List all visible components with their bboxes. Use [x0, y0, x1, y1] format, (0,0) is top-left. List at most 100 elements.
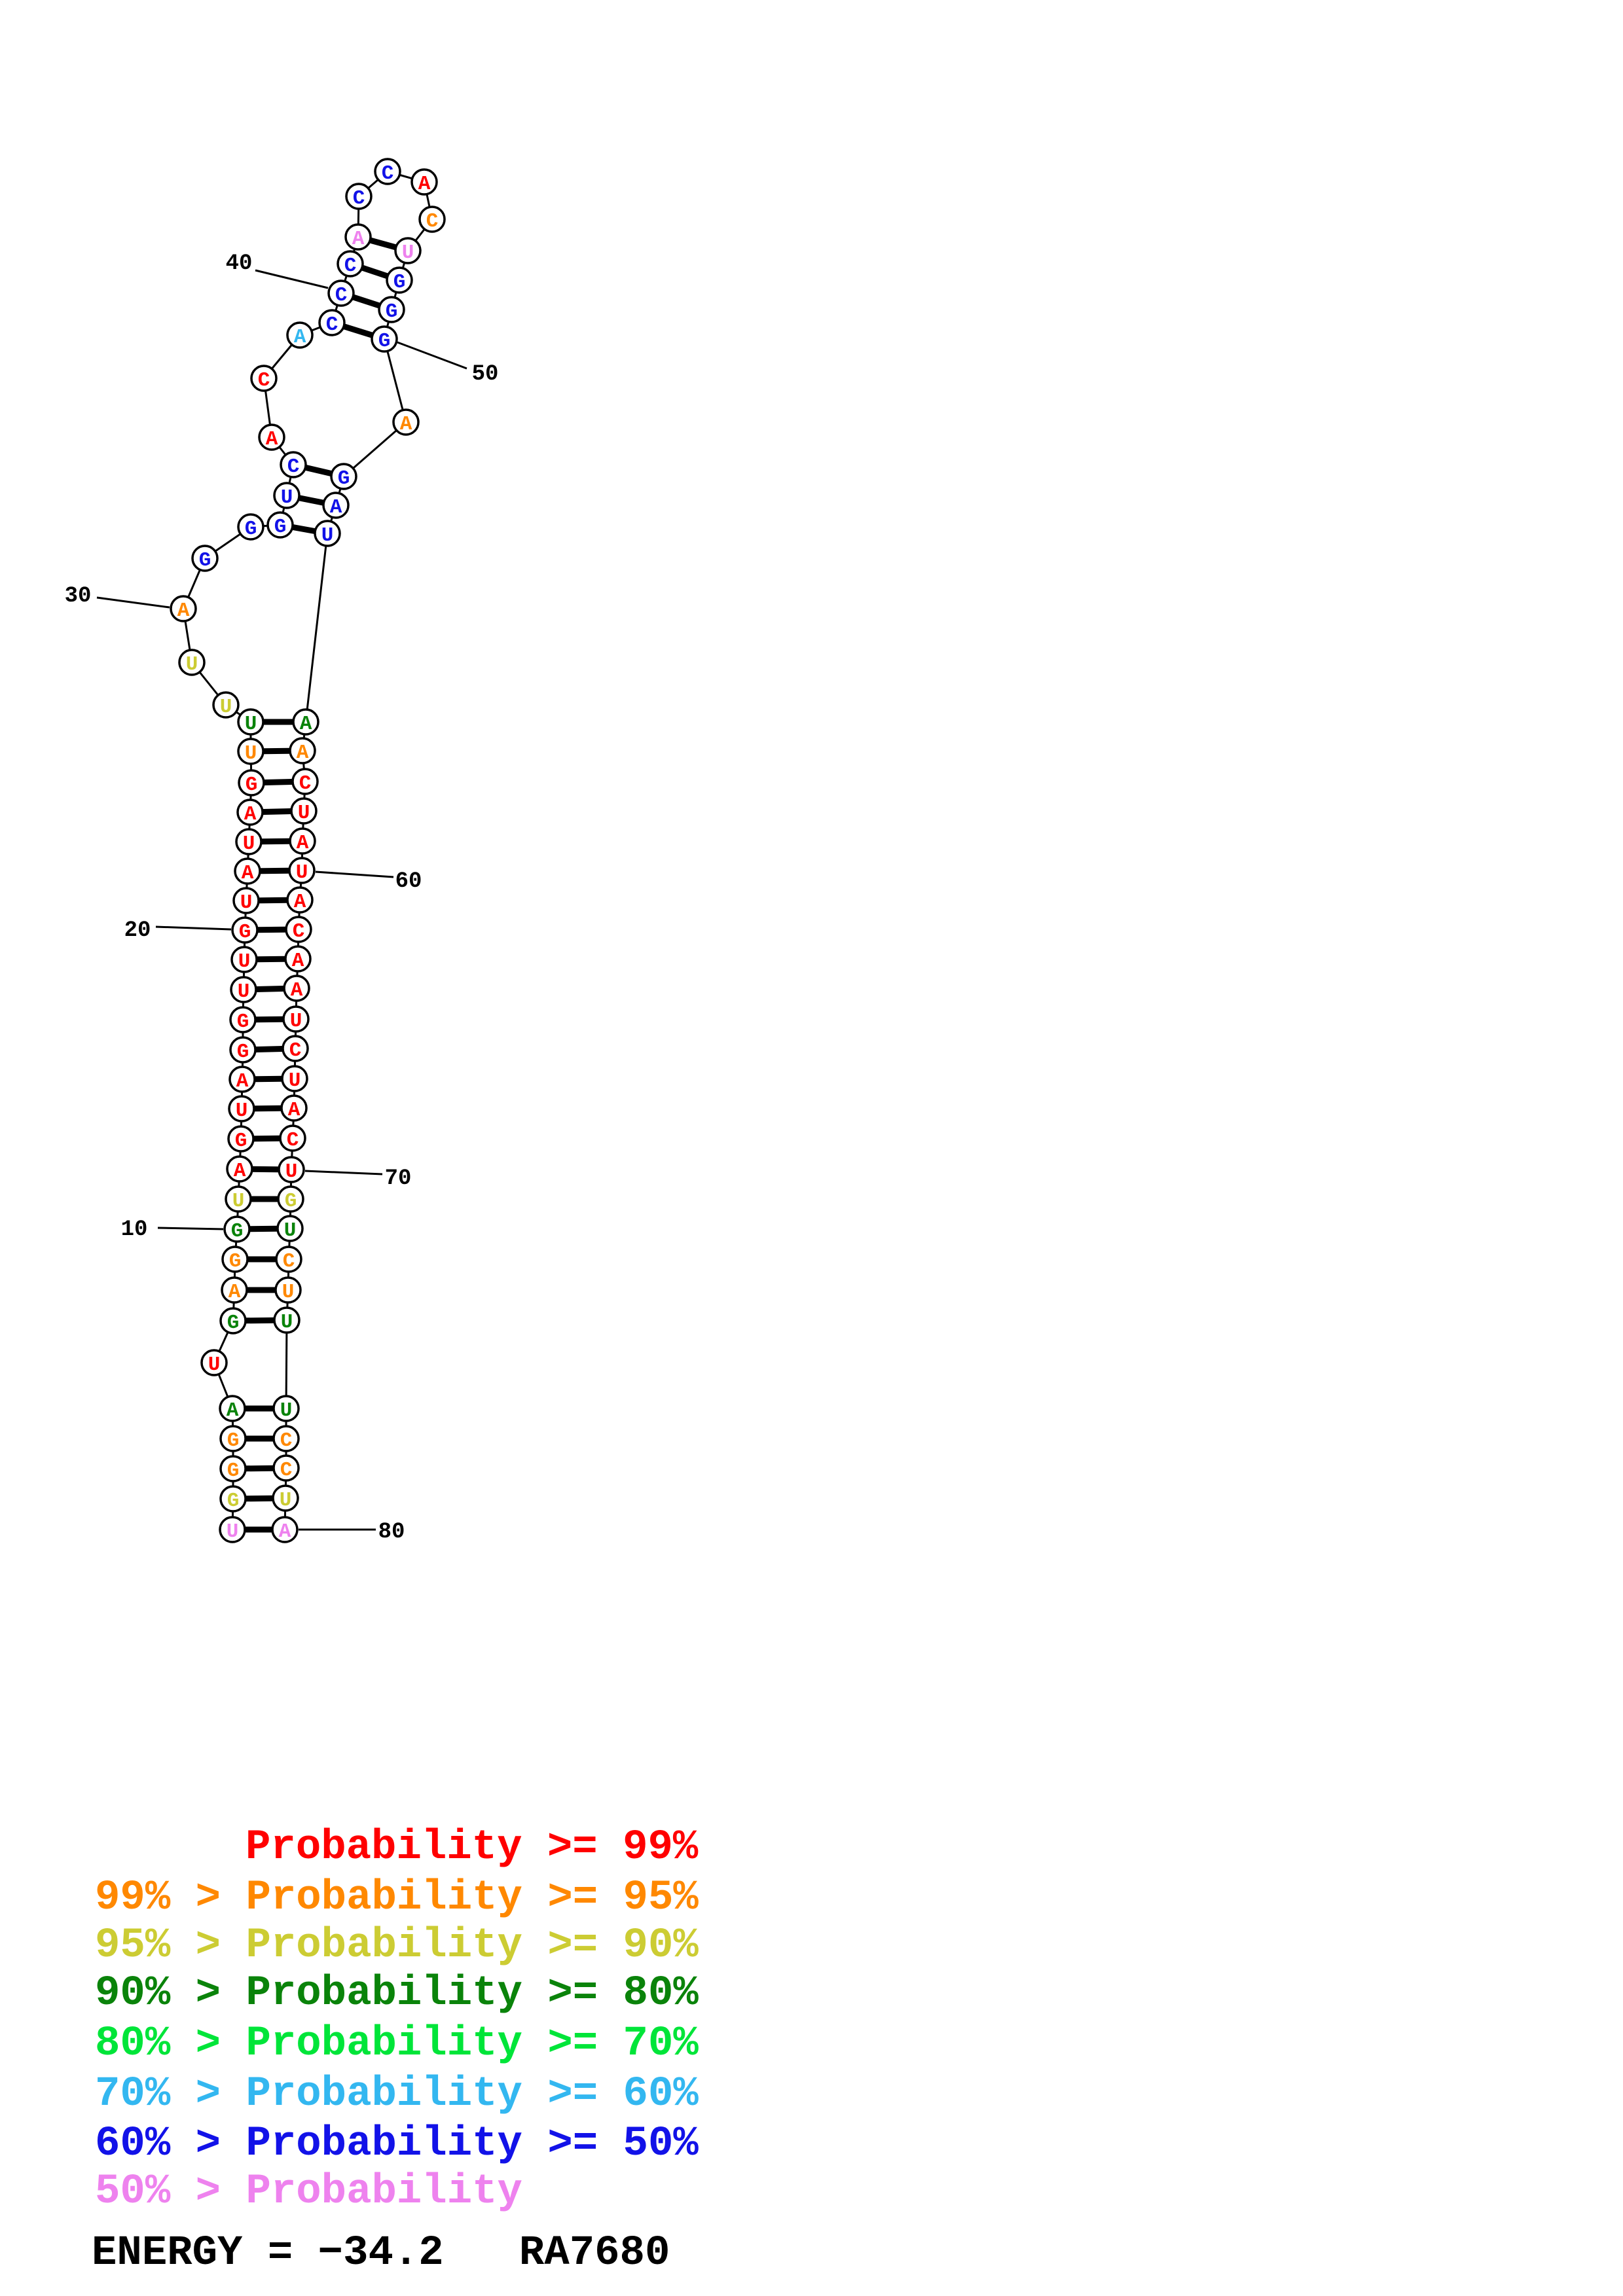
- nucleotide-14-U: U: [228, 1095, 255, 1122]
- nucleotide-circle: [273, 482, 301, 509]
- nucleotide-37-C: C: [250, 365, 278, 392]
- nucleotide-circle: [337, 250, 364, 278]
- nucleotide-circle: [219, 1307, 247, 1335]
- nucleotide-letter: U: [285, 1160, 298, 1183]
- nucleotide-30-A: A: [170, 595, 197, 622]
- nucleotide-letter: C: [287, 456, 300, 478]
- nucleotide-76-U: U: [272, 1395, 300, 1422]
- nucleotide-circle: [280, 451, 307, 478]
- nucleotide-circle: [235, 828, 263, 855]
- nucleotide-circle: [344, 223, 372, 251]
- nucleotide-circle: [223, 1215, 251, 1243]
- nucleotide-letter: A: [292, 950, 304, 973]
- position-label-40: 40: [226, 251, 329, 289]
- nucleotide-8-A: A: [221, 1276, 248, 1304]
- nucleotide-letter: C: [287, 1129, 299, 1152]
- nucleotide-54-U: U: [314, 520, 341, 547]
- position-label-60: 60: [315, 869, 422, 894]
- nucleotide-letter: A: [242, 862, 254, 885]
- position-number: 20: [124, 918, 151, 943]
- nucleotide-circle: [345, 183, 373, 210]
- nucleotide-letter: U: [220, 696, 232, 719]
- nucleotide-circle: [318, 309, 346, 336]
- nucleotide-letter: U: [236, 1100, 248, 1122]
- position-label-layer: 10 20 30 40 50 60 70 80: [65, 251, 499, 1545]
- nucleotide-46-C: C: [418, 206, 446, 233]
- nucleotide-letter: G: [239, 921, 251, 944]
- nucleotide-75-U: U: [273, 1306, 301, 1334]
- nucleotide-62-C: C: [285, 916, 312, 943]
- nucleotide-circle: [238, 769, 265, 797]
- nucleotide-letter: U: [280, 1399, 293, 1422]
- nucleotide-55-A: A: [292, 708, 319, 736]
- backbone-segment-75: [285, 1319, 288, 1409]
- backbone-segment-54: [304, 533, 329, 723]
- nucleotide-20-G: G: [231, 916, 259, 944]
- nucleotide-letter: G: [227, 1460, 240, 1482]
- nucleotide-letter: C: [426, 210, 439, 233]
- nucleotide-circle: [221, 1246, 249, 1273]
- backbone-segment-50: [383, 338, 407, 423]
- nucleotide-circle: [250, 365, 278, 392]
- legend-row-0: Probability >= 99%: [246, 1824, 699, 1871]
- nucleotide-circle: [271, 1516, 299, 1543]
- legend-row-2: 95% > Probability >= 90%: [95, 1922, 699, 1969]
- nucleotide-letter: C: [289, 1039, 302, 1062]
- nucleotide-13-G: G: [227, 1125, 255, 1153]
- nucleotide-circle: [236, 798, 264, 826]
- nucleotide-71-G: G: [277, 1185, 304, 1213]
- nucleotide-circle: [288, 857, 316, 884]
- nucleotide-letter: U: [296, 861, 308, 884]
- nucleotide-circle: [170, 595, 197, 622]
- nucleotide-circle: [272, 1395, 300, 1422]
- nucleotide-letter: U: [227, 1520, 239, 1543]
- position-label-20: 20: [124, 918, 232, 943]
- label-leader-line: [96, 596, 170, 609]
- nucleotide-28-U: U: [212, 691, 240, 719]
- nucleotide-51-A: A: [392, 408, 420, 436]
- nucleotide-letter: G: [227, 1312, 240, 1335]
- nucleotide-63-A: A: [284, 945, 312, 973]
- nucleotide-letter: U: [243, 833, 255, 855]
- nucleotide-letter: A: [266, 428, 278, 451]
- nucleotide-letter: G: [274, 516, 287, 539]
- nucleotide-letter: G: [246, 774, 258, 797]
- nucleotide-letter: U: [282, 1281, 295, 1304]
- nucleotide-letter: A: [177, 600, 190, 622]
- nucleotide-circle: [232, 887, 260, 914]
- nucleotide-letter: A: [288, 1099, 301, 1122]
- nucleotide-circle: [292, 708, 319, 736]
- nucleotide-69-C: C: [279, 1124, 306, 1152]
- position-number: 30: [65, 584, 92, 609]
- nucleotide-letter: A: [244, 803, 257, 826]
- nucleotide-53-A: A: [322, 492, 350, 519]
- nucleotide-letter: G: [386, 300, 398, 323]
- nucleotide-circle: [277, 1185, 304, 1213]
- nucleotide-2-G: G: [219, 1485, 247, 1513]
- nucleotide-letter: U: [238, 980, 250, 1003]
- nucleotide-letter: C: [280, 1459, 293, 1482]
- nucleotide-circle: [228, 1066, 256, 1093]
- legend-row-5: 70% > Probability >= 60%: [95, 2071, 699, 2118]
- nucleotide-43-C: C: [345, 183, 373, 210]
- position-number: 40: [226, 251, 253, 276]
- nucleotide-letter: U: [238, 950, 251, 973]
- nucleotide-26-U: U: [237, 738, 264, 765]
- nucleotide-66-C: C: [282, 1035, 309, 1062]
- nucleotide-letter: A: [234, 1160, 246, 1183]
- nucleotide-letter: G: [245, 518, 257, 541]
- position-label-50: 50: [397, 341, 498, 387]
- nucleotide-letter: G: [227, 1490, 240, 1513]
- nucleotide-circle: [200, 1349, 228, 1376]
- label-leader-line: [255, 269, 329, 289]
- nucleotide-circle: [237, 738, 264, 765]
- nucleotide-60-U: U: [288, 857, 316, 884]
- nucleotide-circle: [289, 827, 316, 855]
- nucleotide-33-G: G: [266, 511, 294, 539]
- nucleotide-circle: [286, 321, 314, 349]
- nucleotide-circle: [314, 520, 341, 547]
- nucleotide-59-A: A: [289, 827, 316, 855]
- nucleotide-circle: [228, 1095, 255, 1122]
- nucleotide-circle: [374, 158, 401, 185]
